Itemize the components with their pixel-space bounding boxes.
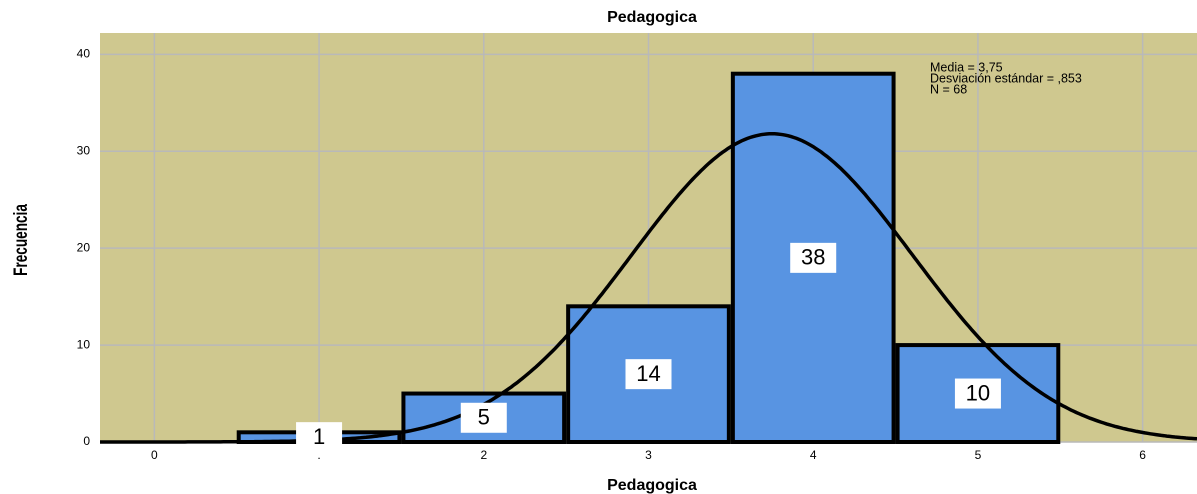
x-tick-label: 6 <box>1139 448 1146 462</box>
x-tick-label: . <box>317 448 320 462</box>
stats-annotation: Desviación estándar = ,853 <box>930 71 1082 85</box>
y-tick-label: 20 <box>77 240 91 254</box>
x-tick-label: 2 <box>480 448 487 462</box>
stats-annotation: N = 68 <box>930 82 967 96</box>
x-tick-label: 0 <box>151 448 158 462</box>
value-label: 38 <box>801 245 825 270</box>
x-tick-label: 4 <box>810 448 817 462</box>
stats-annotation: Media = 3,75 <box>930 60 1003 74</box>
normal-curve <box>100 132 1197 444</box>
bar <box>401 391 567 444</box>
value-label-box <box>625 359 672 390</box>
x-tick-label: 3 <box>645 448 652 462</box>
y-tick-label: 40 <box>77 46 91 60</box>
value-label: 14 <box>636 361 660 386</box>
chart-title: Pedagogica <box>607 9 697 26</box>
value-label-box <box>790 242 837 273</box>
y-tick-label: 30 <box>77 143 91 157</box>
y-tick-label: 0 <box>83 434 90 448</box>
x-axis-label: Pedagogica <box>607 477 697 494</box>
value-label-box <box>954 378 1001 409</box>
value-label: 5 <box>478 405 490 430</box>
y-axis-label: Frecuencia <box>10 204 32 276</box>
value-label: 10 <box>966 380 990 405</box>
x-tick-label: 5 <box>975 448 982 462</box>
value-label: 1 <box>313 424 325 449</box>
value-label-box <box>296 422 343 453</box>
value-label-box <box>460 402 507 433</box>
y-tick-label: 10 <box>77 337 91 351</box>
